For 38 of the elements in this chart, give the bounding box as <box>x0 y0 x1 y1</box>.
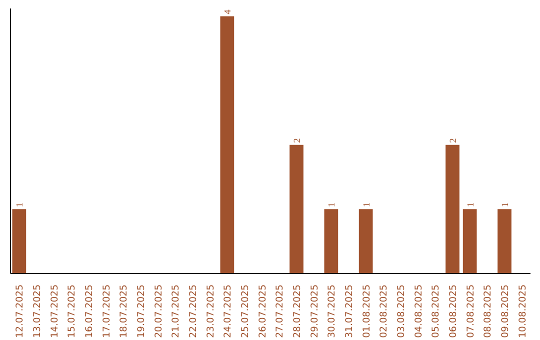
x-tick-label: 24.07.2025 <box>222 284 234 338</box>
x-tick-label: 28.07.2025 <box>292 284 303 338</box>
x-tick-label: 20.07.2025 <box>153 284 164 338</box>
data-label: 1 <box>328 202 338 208</box>
x-tick-label: 17.07.2025 <box>101 284 112 338</box>
x-tick-label: 13.07.2025 <box>32 284 43 338</box>
x-tick-label: 31.07.2025 <box>344 284 355 338</box>
data-label: 1 <box>362 202 372 208</box>
x-tick-label: 06.08.2025 <box>448 284 459 338</box>
x-tick-label: 10.08.2025 <box>517 284 528 338</box>
x-tick-label: 25.07.2025 <box>240 284 251 338</box>
x-tick-label: 26.07.2025 <box>257 284 268 338</box>
x-tick-label: 23.07.2025 <box>205 284 216 338</box>
x-tick-label: 08.08.2025 <box>482 284 494 338</box>
data-label: 1 <box>501 202 511 208</box>
x-tick-label: 05.08.2025 <box>430 284 442 338</box>
data-label: 1 <box>466 202 476 208</box>
x-tick-label: 27.07.2025 <box>274 284 286 338</box>
x-tick-label: 03.08.2025 <box>396 284 407 338</box>
data-label: 4 <box>224 9 234 14</box>
x-tick-label: 01.08.2025 <box>361 284 372 338</box>
x-tick-label: 21.07.2025 <box>170 284 182 338</box>
x-tick-label: 18.07.2025 <box>118 284 130 338</box>
x-tick-label: 02.08.2025 <box>378 284 390 338</box>
x-tick-label: 09.08.2025 <box>500 284 511 338</box>
x-tick-label: 07.08.2025 <box>465 284 476 338</box>
x-tick-label: 22.07.2025 <box>188 284 199 338</box>
data-label: 2 <box>449 138 459 143</box>
x-tick-label: 12.07.2025 <box>14 284 26 338</box>
x-tick-label: 30.07.2025 <box>326 284 338 338</box>
x-tick-label: 16.07.2025 <box>84 284 95 338</box>
x-tick-label: 29.07.2025 <box>309 284 320 338</box>
x-tick-label: 14.07.2025 <box>49 284 60 338</box>
x-tick-label: 04.08.2025 <box>413 284 424 338</box>
x-tick-label: 19.07.2025 <box>136 284 147 338</box>
x-tick-label: 15.07.2025 <box>66 284 78 338</box>
data-label: 2 <box>293 138 303 143</box>
data-label: 1 <box>16 202 26 208</box>
